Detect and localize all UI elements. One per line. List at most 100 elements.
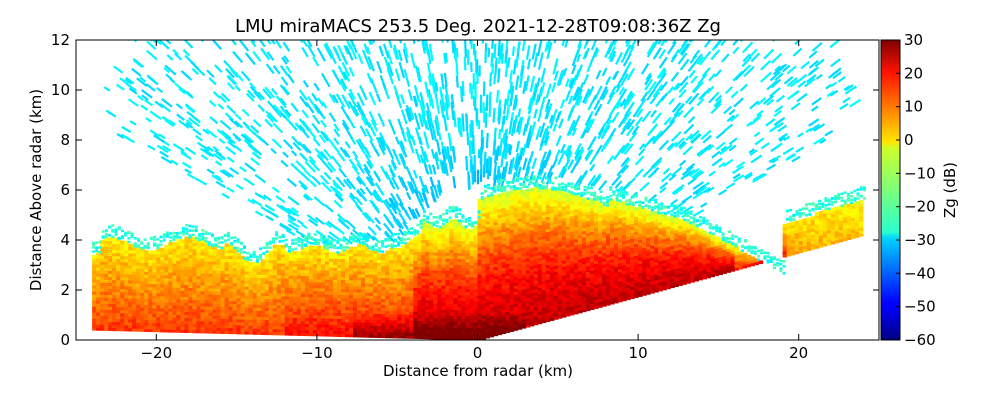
- noise-speckle: [611, 174, 622, 187]
- noise-speckle: [226, 156, 235, 163]
- reflectivity-cell: [92, 267, 97, 271]
- reflectivity-cell: [409, 257, 414, 261]
- reflectivity-cell: [180, 257, 185, 261]
- reflectivity-cell: [405, 314, 410, 318]
- reflectivity-cell: [228, 303, 234, 308]
- reflectivity-cell: [389, 262, 394, 267]
- reflectivity-cell: [136, 262, 141, 266]
- reflectivity-cell: [316, 260, 322, 265]
- reflectivity-cell: [136, 289, 141, 293]
- reflectivity-cell: [104, 294, 109, 298]
- reflectivity-cell: [180, 272, 185, 276]
- reflectivity-cell: [272, 247, 278, 252]
- reflectivity-cell: [100, 276, 105, 280]
- reflectivity-cell: [429, 278, 434, 283]
- reflectivity-cell: [465, 315, 471, 320]
- reflectivity-cell: [96, 315, 101, 319]
- reflectivity-cell: [304, 269, 310, 274]
- reflectivity-cell: [453, 288, 458, 292]
- noise-speckle: [593, 99, 601, 111]
- reflectivity-cell: [200, 299, 206, 304]
- reflectivity-cell: [264, 286, 270, 291]
- reflectivity-cell: [224, 300, 230, 304]
- reflectivity-cell: [228, 285, 234, 290]
- reflectivity-cell: [236, 279, 242, 284]
- noise-speckle: [168, 119, 176, 126]
- reflectivity-cell: [204, 245, 210, 250]
- reflectivity-cell: [493, 281, 499, 286]
- reflectivity-cell: [160, 262, 165, 267]
- reflectivity-cell: [401, 320, 406, 324]
- reflectivity-cell: [481, 215, 487, 220]
- reflectivity-cell: [156, 259, 161, 264]
- noise-speckle: [849, 98, 861, 108]
- reflectivity-cell: [445, 234, 450, 238]
- reflectivity-cell: [320, 299, 326, 304]
- reflectivity-cell: [264, 253, 270, 258]
- reflectivity-cell: [357, 264, 362, 269]
- noise-speckle: [192, 127, 202, 136]
- reflectivity-cell: [220, 261, 226, 265]
- reflectivity-cell: [357, 273, 362, 278]
- reflectivity-cell: [108, 294, 113, 298]
- reflectivity-cell: [160, 319, 165, 324]
- reflectivity-cell: [124, 327, 129, 332]
- noise-speckle: [333, 137, 340, 146]
- reflectivity-cell: [112, 321, 117, 326]
- noise-speckle: [302, 194, 310, 201]
- reflectivity-cell: [465, 327, 471, 332]
- reflectivity-cell: [469, 261, 475, 266]
- noise-speckle: [246, 89, 256, 99]
- reflectivity-cell: [272, 280, 278, 285]
- reflectivity-cell: [232, 279, 238, 284]
- noise-speckle: [564, 40, 569, 48]
- noise-speckle: [334, 193, 344, 203]
- reflectivity-cell: [397, 295, 402, 300]
- reflectivity-cell: [136, 316, 141, 320]
- reflectivity-cell: [108, 261, 113, 265]
- reflectivity-cell: [144, 325, 149, 329]
- reflectivity-cell: [381, 256, 386, 261]
- noise-speckle: [239, 166, 247, 173]
- reflectivity-cell: [461, 336, 466, 340]
- reflectivity-cell: [176, 254, 181, 258]
- reflectivity-cell: [469, 297, 475, 302]
- reflectivity-cell: [421, 302, 426, 307]
- noise-speckle: [415, 65, 421, 82]
- reflectivity-cell: [288, 299, 294, 303]
- reflectivity-cell: [509, 235, 515, 239]
- reflectivity-cell: [457, 234, 462, 239]
- reflectivity-cell: [397, 322, 402, 327]
- reflectivity-cell: [192, 254, 197, 259]
- noise-speckle: [760, 173, 768, 179]
- reflectivity-cell: [92, 273, 97, 277]
- noise-speckle: [549, 117, 556, 129]
- reflectivity-cell: [477, 205, 483, 209]
- reflectivity-cell: [485, 259, 491, 264]
- reflectivity-cell: [260, 328, 266, 332]
- reflectivity-cell: [429, 269, 434, 274]
- noise-speckle: [783, 135, 791, 142]
- reflectivity-cell: [517, 287, 523, 291]
- reflectivity-cell: [525, 305, 531, 310]
- reflectivity-cell: [393, 310, 398, 315]
- reflectivity-cell: [180, 239, 185, 243]
- noise-speckle: [235, 183, 244, 191]
- reflectivity-cell: [248, 265, 254, 269]
- reflectivity-cell: [517, 233, 523, 237]
- noise-speckle: [214, 160, 223, 167]
- reflectivity-cell: [172, 263, 177, 267]
- reflectivity-cell: [465, 261, 471, 266]
- noise-speckle: [384, 198, 392, 209]
- noise-speckle: [387, 61, 394, 77]
- reflectivity-cell: [320, 263, 326, 268]
- noise-speckle: [367, 176, 376, 187]
- reflectivity-cell: [328, 312, 334, 316]
- reflectivity-cell: [485, 265, 491, 270]
- reflectivity-cell: [389, 250, 394, 255]
- reflectivity-cell: [509, 217, 515, 221]
- reflectivity-cell: [232, 330, 238, 335]
- noise-speckle: [225, 146, 237, 156]
- reflectivity-cell: [477, 337, 483, 340]
- reflectivity-cell: [100, 297, 105, 301]
